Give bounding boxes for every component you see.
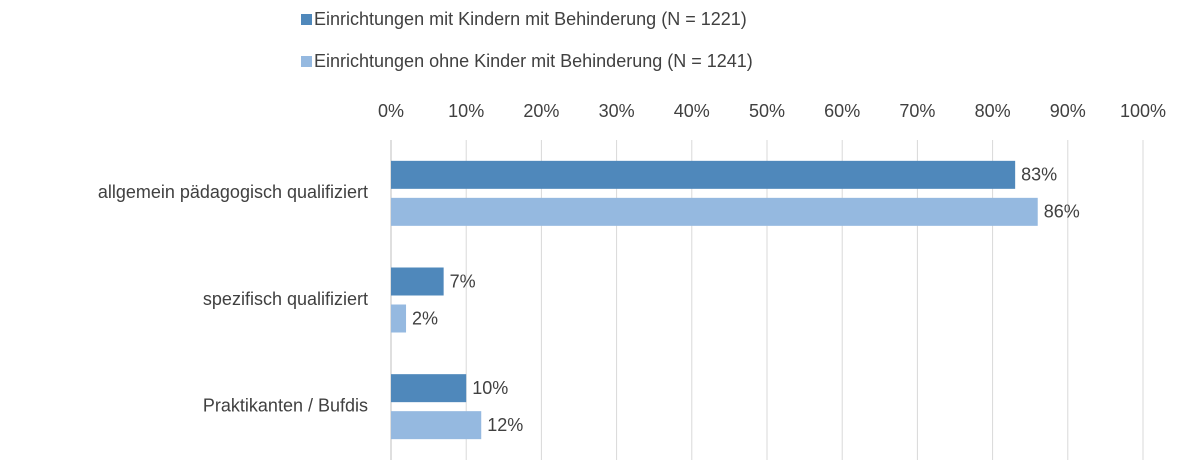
legend-label: Einrichtungen ohne Kinder mit Behinderun…	[314, 51, 753, 71]
x-tick-label: 50%	[749, 101, 785, 121]
x-tick-label: 40%	[674, 101, 710, 121]
data-label: 2%	[412, 308, 438, 328]
x-tick-label: 10%	[448, 101, 484, 121]
x-tick-label: 80%	[975, 101, 1011, 121]
data-label: 12%	[487, 415, 523, 435]
bar	[391, 374, 467, 403]
legend-swatch	[301, 14, 312, 25]
legend-swatch	[301, 56, 312, 67]
y-tick-label: spezifisch qualifiziert	[203, 289, 368, 309]
x-tick-label: 30%	[599, 101, 635, 121]
legend-label: Einrichtungen mit Kindern mit Behinderun…	[314, 9, 747, 29]
bar	[391, 267, 444, 296]
bar	[391, 160, 1016, 189]
bar	[391, 197, 1038, 226]
y-tick-label: Praktikanten / Bufdis	[203, 395, 368, 415]
x-tick-label: 90%	[1050, 101, 1086, 121]
data-label: 7%	[450, 271, 476, 291]
data-label: 86%	[1044, 202, 1080, 222]
x-tick-label: 60%	[824, 101, 860, 121]
bar	[391, 304, 407, 333]
x-tick-label: 20%	[523, 101, 559, 121]
y-tick-label: allgemein pädagogisch qualifiziert	[98, 182, 368, 202]
x-tick-label: 70%	[899, 101, 935, 121]
x-tick-label: 0%	[378, 101, 404, 121]
bar	[391, 411, 482, 440]
x-tick-label: 100%	[1120, 101, 1166, 121]
data-label: 10%	[472, 378, 508, 398]
data-label: 83%	[1021, 165, 1057, 185]
